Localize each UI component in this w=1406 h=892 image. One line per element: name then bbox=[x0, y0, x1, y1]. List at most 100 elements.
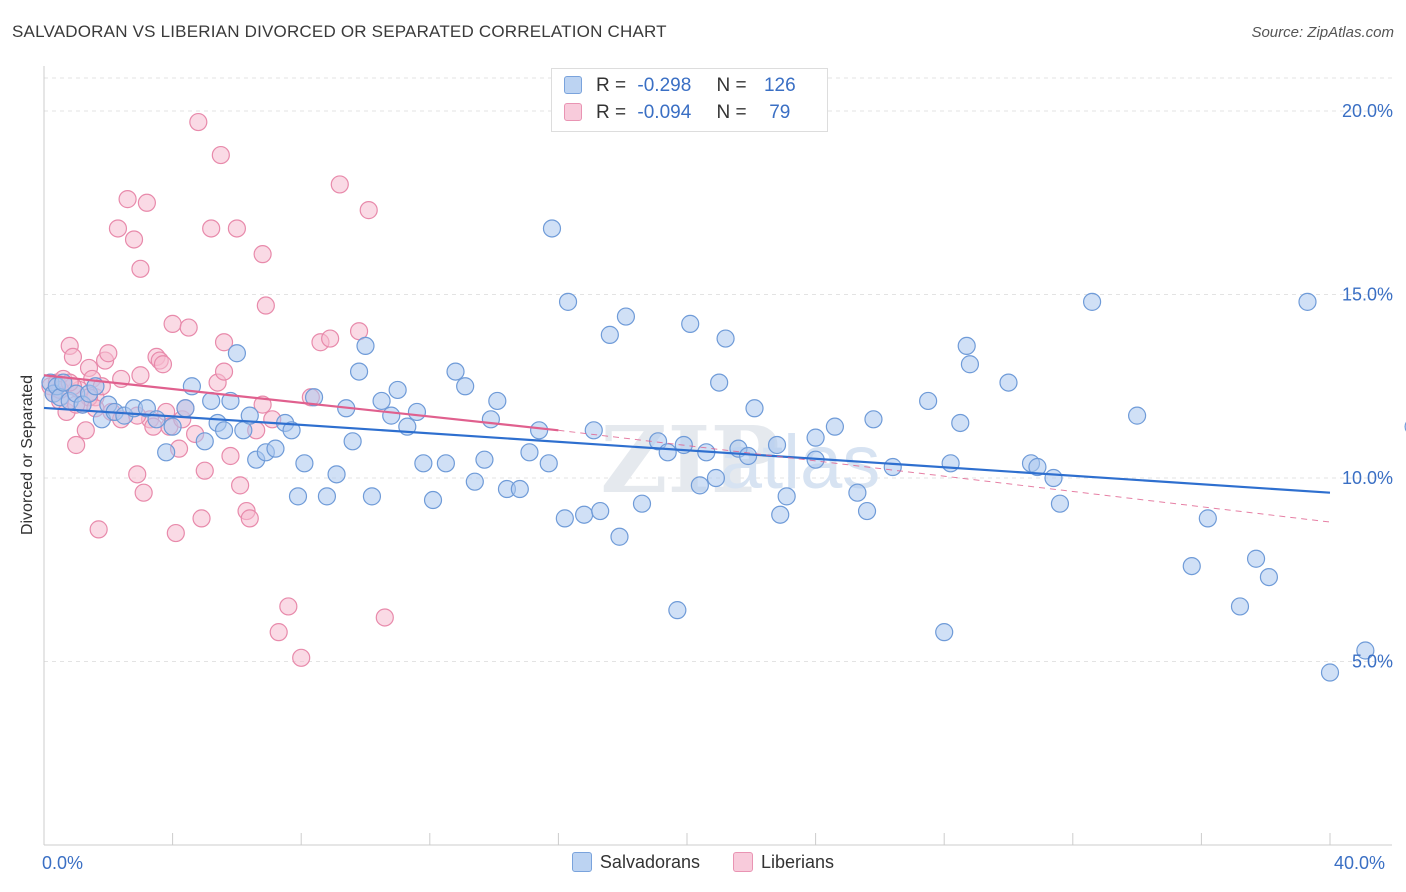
salvadoran-point bbox=[1259, 568, 1279, 587]
legend-item-liberians[interactable]: Liberians bbox=[733, 852, 834, 873]
salvadoran-point bbox=[520, 443, 539, 462]
liberian-point bbox=[256, 296, 275, 315]
salvadoran-point bbox=[825, 417, 844, 436]
r-label: R = bbox=[596, 102, 627, 123]
liberians-trend-line bbox=[43, 374, 559, 432]
blue-swatch bbox=[564, 76, 582, 94]
liberian-point bbox=[227, 219, 246, 238]
r-label: R = bbox=[596, 75, 627, 96]
salvadoran-point bbox=[1028, 457, 1047, 477]
salvadoran-point bbox=[423, 490, 443, 510]
salvadoran-point bbox=[1320, 663, 1340, 682]
salvadoran-point bbox=[510, 479, 529, 499]
salvadoran-point bbox=[1246, 549, 1266, 568]
liberian-point bbox=[163, 314, 182, 333]
liberian-point bbox=[214, 362, 234, 381]
pink-swatch bbox=[564, 103, 582, 121]
liberian-point bbox=[153, 355, 173, 374]
liberian-point bbox=[292, 648, 311, 667]
y-tick-label: 5.0% bbox=[1352, 652, 1393, 672]
legend-item-salvadorans[interactable]: Salvadorans bbox=[571, 852, 700, 873]
salvadoran-point bbox=[919, 391, 938, 411]
salvadoran-point bbox=[163, 417, 182, 436]
salvadoran-point bbox=[157, 443, 176, 462]
liberian-point bbox=[253, 245, 272, 264]
y-tick-label: 15.0% bbox=[1342, 285, 1393, 305]
liberian-point bbox=[269, 623, 288, 642]
salvadoran-point bbox=[266, 439, 285, 458]
salvadoran-point bbox=[777, 487, 796, 506]
salvadorans-points bbox=[41, 219, 1406, 682]
liberians-trend-extension bbox=[558, 429, 1331, 523]
salvadoran-point bbox=[864, 410, 883, 429]
y-tick-label: 10.0% bbox=[1342, 468, 1393, 488]
r-value: -0.094 bbox=[637, 102, 692, 123]
salvadoran-point bbox=[382, 406, 401, 425]
salvadoran-point bbox=[555, 509, 574, 528]
legend-label: Liberians bbox=[761, 852, 835, 872]
liberian-point bbox=[330, 175, 349, 194]
y-tick-label: 20.0% bbox=[1342, 101, 1393, 121]
salvadoran-point bbox=[600, 325, 619, 344]
liberian-point bbox=[89, 520, 108, 539]
salvadoran-point bbox=[591, 501, 610, 521]
liberian-point bbox=[321, 329, 340, 348]
salvadoran-point bbox=[202, 391, 221, 411]
liberian-point bbox=[99, 344, 118, 363]
liberian-point bbox=[221, 446, 240, 466]
salvadoran-point bbox=[690, 476, 709, 495]
salvadoran-point bbox=[481, 410, 500, 429]
salvadoran-point bbox=[857, 501, 877, 521]
salvadoran-point bbox=[147, 410, 166, 429]
source-credit: Source: ZipAtlas.com bbox=[1251, 24, 1394, 41]
salvadoran-point bbox=[475, 450, 494, 469]
x-tick-max: 40.0% bbox=[1334, 853, 1386, 873]
legend-label: Salvadorans bbox=[599, 852, 700, 872]
y-tick-labels: 5.0% 10.0% 15.0% 20.0% bbox=[1342, 101, 1393, 671]
salvadoran-point bbox=[716, 329, 735, 348]
salvadoran-point bbox=[806, 428, 825, 447]
liberian-point bbox=[137, 193, 156, 212]
salvadoran-point bbox=[848, 483, 867, 502]
salvadoran-point bbox=[1198, 509, 1217, 528]
n-label: N = bbox=[716, 102, 747, 123]
liberian-point bbox=[192, 509, 211, 528]
pink-swatch bbox=[733, 852, 754, 872]
liberian-point bbox=[166, 523, 185, 543]
salvadoran-point bbox=[999, 373, 1018, 392]
salvadoran-point bbox=[771, 505, 790, 524]
salvadoran-point bbox=[1082, 292, 1102, 311]
salvadoran-point bbox=[1298, 292, 1317, 311]
salvadoran-point bbox=[1230, 597, 1250, 616]
salvadoran-point bbox=[745, 399, 764, 418]
salvadoran-point bbox=[295, 454, 314, 473]
liberian-point bbox=[189, 112, 208, 132]
salvadoran-point bbox=[288, 487, 308, 506]
salvadoran-point bbox=[941, 454, 960, 473]
liberian-point bbox=[195, 461, 214, 480]
stats-legend: R = -0.298 N = 126 R = -0.094 N = 79 bbox=[551, 68, 828, 132]
salvadoran-point bbox=[738, 446, 758, 466]
salvadoran-point bbox=[632, 494, 652, 513]
salvadoran-point bbox=[488, 391, 507, 411]
salvadoran-point bbox=[706, 468, 726, 488]
salvadoran-point bbox=[388, 380, 407, 400]
salvadoran-point bbox=[176, 399, 195, 418]
salvadoran-point bbox=[658, 443, 677, 462]
salvadoran-point bbox=[539, 454, 558, 473]
salvadoran-point bbox=[616, 307, 636, 326]
salvadoran-point bbox=[282, 421, 301, 440]
salvadoran-point bbox=[951, 413, 970, 433]
liberian-point bbox=[67, 435, 86, 455]
salvadoran-point bbox=[1182, 556, 1201, 576]
liberian-point bbox=[63, 347, 83, 367]
liberian-point bbox=[279, 597, 298, 616]
salvadoran-point bbox=[767, 435, 787, 455]
axes bbox=[43, 66, 1392, 846]
salvadoran-point bbox=[304, 388, 324, 407]
liberian-point bbox=[134, 483, 153, 502]
liberian-point bbox=[211, 145, 230, 165]
n-value: 126 bbox=[763, 75, 796, 96]
salvadoran-point bbox=[542, 219, 562, 238]
